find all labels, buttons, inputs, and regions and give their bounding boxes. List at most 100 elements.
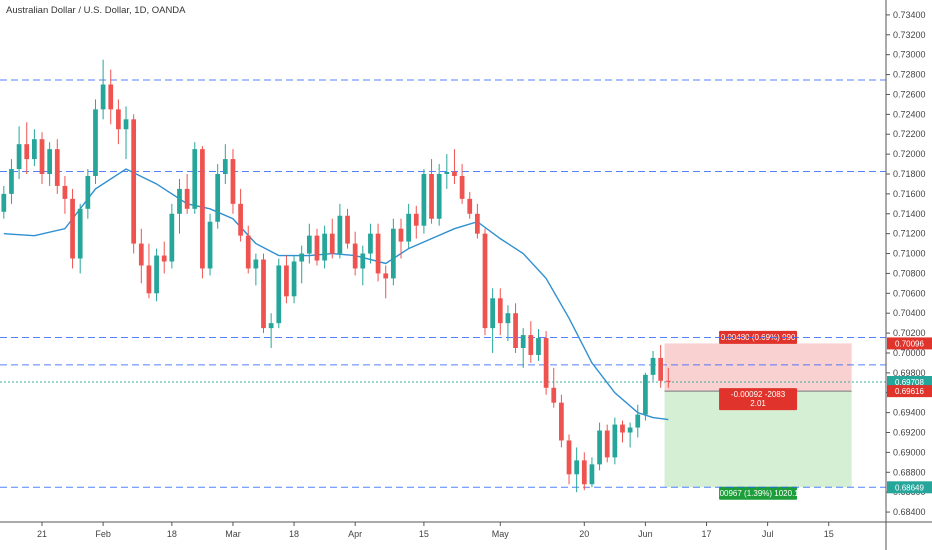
candle (620, 420, 625, 443)
y-tick-label: 0.68800 (893, 467, 926, 477)
candle (276, 258, 282, 329)
candle-body (9, 169, 14, 194)
candle (520, 328, 526, 368)
price-tag: 0.69708 (887, 376, 932, 389)
candle-body (505, 313, 511, 324)
candle (39, 132, 45, 184)
candle-body (192, 149, 198, 209)
candle (497, 288, 503, 336)
candle (192, 142, 198, 214)
candle (207, 213, 213, 276)
candle-body (238, 203, 243, 236)
stop-loss-zone (664, 343, 852, 392)
chart-title: Australian Dollar / U.S. Dollar, 1D, OAN… (6, 5, 186, 16)
candle-body (222, 159, 228, 174)
candle (70, 188, 75, 269)
y-tick-label: 0.73000 (893, 50, 926, 60)
y-tick-label: 0.68400 (893, 507, 926, 517)
candle (245, 225, 251, 274)
candle-body (138, 243, 144, 266)
y-tick-label: 0.70000 (893, 348, 926, 358)
candle-body (276, 265, 282, 324)
candle-body (475, 213, 480, 234)
candle-body (429, 174, 434, 219)
candle-body (543, 338, 549, 388)
candle (146, 243, 152, 299)
candle-body (245, 235, 251, 269)
y-tick-label: 0.73400 (893, 10, 926, 20)
candle (566, 434, 572, 485)
candle (108, 69, 114, 125)
x-tick-label: Feb (95, 529, 111, 539)
candle-body (574, 460, 580, 475)
candle (100, 59, 106, 120)
candle-body (329, 233, 335, 254)
candle-body (16, 144, 22, 170)
price-tag-bg (887, 481, 932, 494)
candle (215, 164, 221, 229)
entry-label-text: -0.00092 -2083 (731, 390, 786, 399)
x-tick-label: Apr (348, 529, 362, 539)
candle-body (436, 174, 442, 219)
candle (490, 288, 496, 353)
candle (299, 245, 305, 284)
price-tag: 0.70096 (887, 337, 932, 350)
candle-body (528, 335, 534, 355)
candle (604, 424, 610, 463)
y-tick-label: 0.70400 (893, 308, 926, 318)
candle-body (459, 175, 465, 199)
y-tick-label: 0.71200 (893, 229, 926, 239)
candle (513, 303, 518, 353)
candle (329, 218, 335, 259)
candle-body (337, 215, 343, 254)
candle (421, 169, 427, 234)
candle (482, 228, 488, 336)
candle (116, 99, 121, 145)
candle (154, 248, 159, 302)
candle (543, 331, 549, 395)
candle (16, 126, 22, 179)
candle (200, 146, 205, 279)
candle (93, 99, 98, 184)
candle (375, 223, 381, 282)
candle-body (635, 414, 641, 428)
candle (589, 457, 595, 488)
price-tag-bg (887, 376, 932, 389)
candle (650, 350, 656, 381)
x-tick-label: Jun (638, 529, 653, 539)
candle-body (161, 255, 167, 262)
candle (9, 159, 14, 204)
candle (253, 253, 259, 286)
candle-body (177, 188, 182, 214)
x-tick-label: 21 (37, 529, 47, 539)
candle (459, 164, 465, 204)
candle-body (643, 374, 648, 415)
candle-body (306, 235, 312, 254)
price-tag-bg (887, 385, 932, 398)
candle-body (406, 213, 411, 242)
candle-body (131, 119, 137, 244)
x-tick-label: Mar (225, 529, 241, 539)
candle-body (398, 228, 404, 242)
candle (559, 394, 564, 448)
candle (85, 169, 91, 219)
candle (505, 305, 511, 342)
candle-body (299, 253, 305, 262)
y-tick-label: 0.72800 (893, 70, 926, 80)
candle (635, 404, 641, 438)
candle (54, 139, 60, 194)
candle-body (169, 213, 175, 262)
stop-label-text: 0.00480 (0.69%) 990 (721, 333, 796, 342)
candle (452, 149, 457, 184)
x-tick-label: Jul (762, 529, 774, 539)
price-tag-text: 0.70096 (895, 339, 924, 348)
candle-body (627, 427, 633, 433)
candle (581, 452, 587, 491)
y-tick-label: 0.70800 (893, 268, 926, 278)
candle (574, 447, 580, 493)
candle-body (620, 424, 625, 433)
